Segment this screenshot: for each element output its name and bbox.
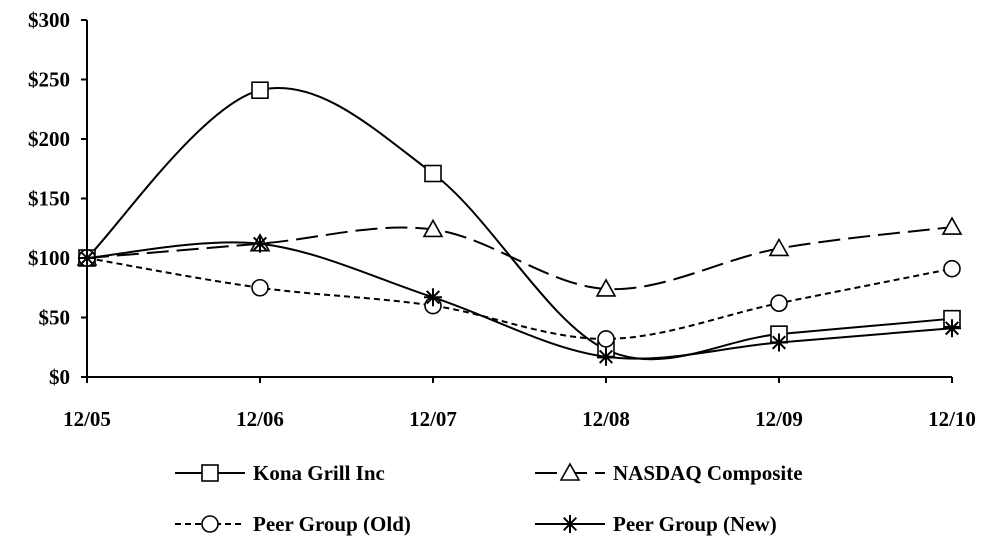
- y-tick-label: $300: [28, 8, 70, 32]
- series-nasdaq-composite: [76, 216, 963, 297]
- data-point-marker: [768, 237, 790, 257]
- y-tick-label: $150: [28, 187, 70, 211]
- legend-label: Kona Grill Inc: [253, 461, 385, 485]
- data-point-marker: [251, 81, 269, 100]
- legend-item: Peer Group (Old): [175, 512, 411, 536]
- series-layer: [76, 81, 963, 366]
- y-axis-ticks: $0 $50 $100 $150 $200 $250 $300: [28, 8, 87, 389]
- data-point-marker: [941, 216, 963, 235]
- x-tick-label: 12/07: [409, 407, 457, 431]
- data-point-marker: [424, 164, 442, 183]
- series-line: [86, 257, 953, 340]
- x-tick-label: 12/06: [236, 407, 284, 431]
- x-tick-label: 12/08: [582, 407, 630, 431]
- series-peer-group-new: [78, 234, 961, 366]
- data-point-marker: [770, 333, 788, 352]
- data-point-marker: [251, 234, 269, 253]
- legend-item: Kona Grill Inc: [175, 461, 385, 485]
- y-tick-label: $100: [28, 246, 70, 270]
- axes: [86, 20, 952, 378]
- data-point-marker: [597, 330, 615, 348]
- x-axis-ticks: 12/05 12/06 12/07 12/08 12/09 12/10: [63, 377, 976, 431]
- legend-item: Peer Group (New): [535, 512, 777, 536]
- data-point-marker: [770, 294, 788, 313]
- data-point-marker: [422, 218, 444, 238]
- series-peer-group-old: [78, 249, 961, 348]
- y-tick-label: $200: [28, 127, 70, 151]
- series-line: [86, 87, 953, 361]
- legend-marker: [559, 462, 581, 481]
- legend-label: Peer Group (Old): [253, 512, 411, 536]
- data-point-marker: [424, 288, 442, 307]
- data-point-marker: [78, 249, 96, 267]
- series-line: [86, 241, 953, 360]
- series-kona-grill-inc: [78, 81, 961, 361]
- legend-label: NASDAQ Composite: [613, 461, 803, 485]
- y-tick-label: $250: [28, 68, 70, 92]
- x-tick-label: 12/05: [63, 407, 111, 431]
- legend: Kona Grill Inc NASDAQ Composite Peer Group…: [175, 461, 803, 536]
- data-point-marker: [943, 319, 961, 338]
- legend-item: NASDAQ Composite: [535, 461, 803, 485]
- data-point-marker: [595, 278, 617, 297]
- y-tick-label: $0: [49, 365, 70, 389]
- data-point-marker: [597, 347, 615, 366]
- legend-label: Peer Group (New): [613, 512, 777, 536]
- y-tick-label: $50: [39, 306, 71, 330]
- x-tick-label: 12/09: [755, 407, 803, 431]
- data-point-marker: [251, 278, 269, 297]
- legend-marker: [201, 515, 219, 533]
- series-line: [86, 226, 953, 291]
- data-point-marker: [943, 259, 961, 278]
- legend-marker: [561, 515, 579, 533]
- x-tick-label: 12/10: [928, 407, 976, 431]
- legend-marker: [201, 464, 219, 482]
